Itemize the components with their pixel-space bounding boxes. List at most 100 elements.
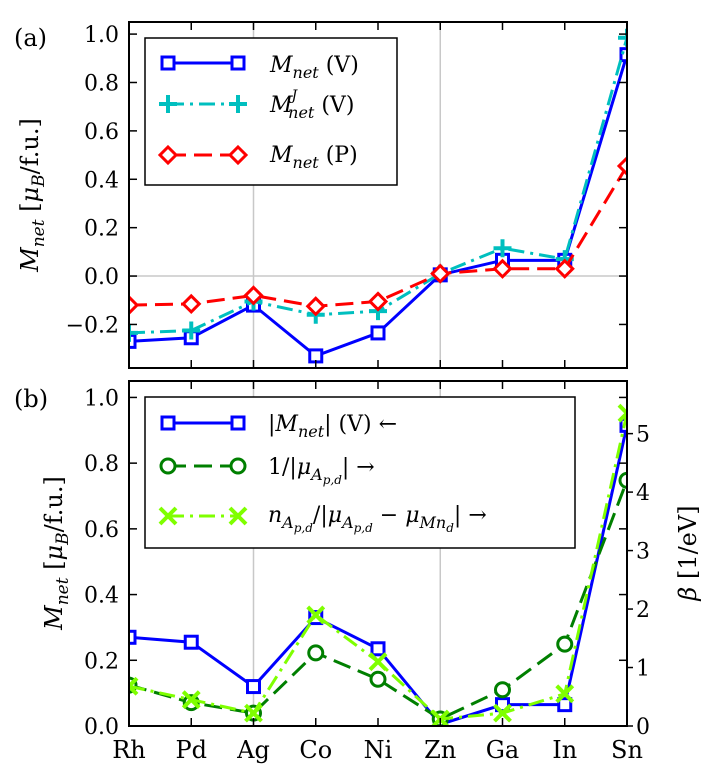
legend-entry-n-over-mu-diff: nAp,d/|μAp,d − μMnd| → [158, 503, 487, 535]
y-tick-label: 0.6 [84, 120, 119, 145]
data-point-sn [616, 155, 627, 177]
y-tick-label: 0.0 [84, 715, 119, 740]
data-point-ga [493, 703, 512, 723]
legend-label-mnet-v: Mnet (V) [269, 53, 359, 82]
panel-b-x-ticks [128, 381, 628, 726]
series-m-net-p [129, 155, 627, 317]
panel-a-label: (a) [14, 24, 47, 52]
legend-entry-inverse-mu: 1/|μAp,d| → [159, 455, 375, 487]
legend-swatch-marker [158, 506, 178, 526]
x-tick-label-ni: Ni [364, 736, 393, 764]
data-point-in [555, 684, 575, 704]
legend-swatch-marker [230, 55, 246, 71]
data-point-rh [129, 333, 137, 349]
panel-a-y-axis-label: Mnet [μB/f.u.] [16, 118, 49, 273]
legend-swatch-marker [160, 55, 176, 71]
legend-swatch-marker [227, 144, 249, 166]
right-y-tick-label: 2 [636, 598, 650, 623]
data-point-rh [129, 629, 137, 645]
x-tick-label-pd: Pd [175, 736, 207, 764]
panel-b-label: (b) [14, 385, 48, 413]
y-tick-label: 0.8 [84, 452, 119, 477]
y-tick-label: 0.8 [84, 71, 119, 96]
legend-entry-mnet-j-v: MJ net (V) [159, 88, 354, 122]
data-point-ni [368, 652, 388, 672]
data-point-rh [129, 323, 138, 342]
data-point-co [306, 605, 326, 625]
panel-b-legend: |Mnet| (V) ← 1/|μAp,d| → nAp,d/|μAp,d − … [144, 396, 576, 549]
data-point-ni [370, 325, 386, 341]
data-point-sn [618, 471, 627, 489]
x-tick-label-ag: Ag [236, 736, 270, 764]
legend-label-abs-mnet-v: |Mnet| (V) ← [268, 412, 397, 441]
data-point-ag [243, 285, 264, 306]
legend-swatch [159, 457, 247, 475]
data-point-rh [129, 294, 140, 316]
data-point-ag [246, 679, 261, 695]
panel-b-y-ticks: 0.0 0.2 0.4 0.6 0.8 1.0 [84, 386, 627, 740]
data-point-pd [183, 634, 199, 650]
legend-entry-mnet-p: Mnet (P) [157, 143, 358, 172]
data-point-sn [617, 403, 627, 423]
y-tick-label: 1.0 [84, 386, 119, 411]
data-point-ga [494, 681, 511, 699]
data-point-pd [181, 690, 201, 710]
legend-label-n-over-mu-diff: nAp,d/|μAp,d − μMnd| → [268, 503, 487, 535]
data-point-co [305, 296, 326, 317]
data-point-in [556, 635, 574, 653]
x-tick-label-in: In [552, 736, 577, 764]
data-point-rh [129, 676, 139, 696]
data-point-sn [618, 28, 627, 47]
x-tick-label-co: Co [299, 736, 332, 764]
panel-a-legend: Mnet (V) MJ net (V) Mnet (P) [144, 37, 398, 186]
right-y-tick-label: 5 [636, 423, 650, 448]
y-tick-label: 0.6 [84, 518, 119, 543]
panel-a-x-ticks [128, 22, 628, 368]
data-point-in [554, 258, 575, 279]
data-point-ni [370, 641, 386, 657]
panel-a: (a) −0.2 0.0 0.2 0.4 0.6 0.8 1.0 Mnet [μB/f.u.… [14, 21, 628, 369]
legend-swatch [158, 506, 248, 526]
legend-swatch-marker [157, 144, 179, 166]
legend-swatch-marker [229, 95, 247, 113]
x-tick-label-sn: Sn [611, 736, 643, 764]
x-tick-label-ga: Ga [486, 736, 519, 764]
panel-b-right-y-ticks: 0 1 2 3 4 5 [627, 423, 650, 740]
panel-b-y-axis-label: Mnet [μB/f.u.] [40, 476, 73, 631]
x-tick-label-rh: Rh [112, 736, 146, 764]
legend-swatch-marker [228, 506, 248, 526]
legend-swatch-marker [160, 415, 176, 431]
legend-label-inverse-mu: 1/|μAp,d| → [268, 455, 375, 487]
right-y-tick-label: 3 [636, 540, 650, 565]
legend-swatch [160, 55, 246, 71]
legend-entry-abs-mnet-v: |Mnet| (V) ← [160, 412, 397, 441]
legend-swatch-marker [159, 457, 177, 475]
x-tick-label-zn: Zn [424, 736, 456, 764]
x-tick-labels: Rh Pd Ag Co Ni Zn Ga In Sn [112, 736, 643, 764]
panel-a-y-ticks: −0.2 0.0 0.2 0.4 0.6 0.8 1.0 [66, 23, 627, 338]
y-tick-label: 1.0 [84, 23, 119, 48]
y-tick-label: 0.0 [84, 265, 119, 290]
right-y-tick-label: 1 [636, 657, 650, 682]
y-tick-label: −0.2 [66, 313, 119, 338]
data-point-ni [369, 670, 387, 688]
y-tick-label: 0.2 [84, 217, 119, 242]
right-y-tick-label: 4 [636, 481, 650, 506]
panel-b: (b) 0.0 0.2 0.4 0.6 0.8 1.0 0 1 2 3 4 5 Rh Pd Ag Co Ni… [14, 380, 702, 764]
legend-swatch-marker [159, 95, 177, 113]
panel-a-series [129, 28, 627, 364]
data-point-co [307, 644, 325, 662]
legend-label-mnet-j-v: MJ net (V) [269, 88, 354, 122]
legend-label-mnet-p: Mnet (P) [269, 143, 358, 172]
legend-entry-mnet-v: Mnet (V) [160, 53, 359, 82]
data-point-zn [430, 263, 451, 284]
legend-swatch [159, 95, 247, 113]
data-point-ni [367, 291, 389, 312]
data-point-in [557, 697, 573, 713]
data-point-ga [493, 239, 512, 258]
y-tick-label: 0.4 [84, 168, 119, 193]
data-point-pd [181, 293, 202, 315]
legend-swatch-marker [229, 457, 247, 475]
series-line [129, 165, 627, 308]
